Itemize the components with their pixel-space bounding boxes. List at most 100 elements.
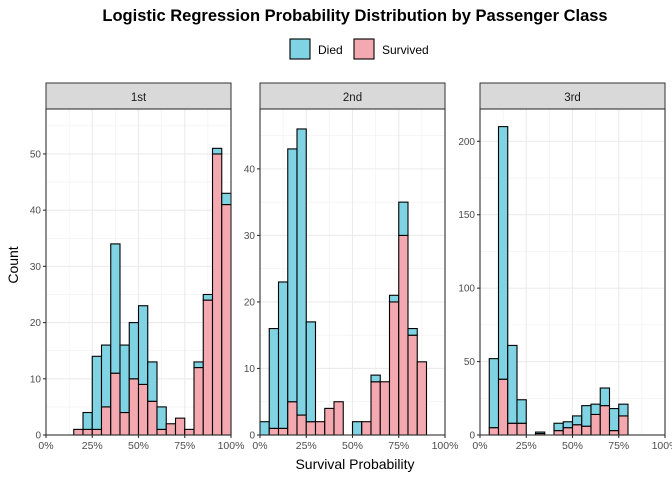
y-axis-label: Count [5, 246, 21, 283]
x-axis-label: Survival Probability [295, 456, 414, 472]
facet-strip-label: 3rd [564, 92, 581, 104]
x-tick-label: 75% [388, 440, 409, 452]
y-tick-label: 200 [458, 137, 475, 148]
x-tick-label: 100% [652, 440, 672, 452]
bar-died-bin-11 [147, 361, 158, 402]
y-tick-label: 40 [244, 164, 256, 175]
y-tick-label: 10 [30, 374, 42, 385]
x-tick-label: 50% [342, 440, 363, 452]
legend-key-survived [353, 38, 375, 60]
bar-survived-bin-14 [608, 430, 620, 436]
y-tick-label: 20 [244, 297, 256, 308]
bar-survived-bin-11 [361, 421, 372, 436]
bar-died-bin-3 [507, 344, 518, 424]
bar-died-bin-10 [137, 305, 149, 385]
bar-survived-bin-13 [379, 381, 391, 436]
bar-died-bin-12 [590, 403, 601, 415]
histogram-bars [73, 147, 232, 436]
y-tick-label: 150 [458, 210, 475, 221]
bar-survived-bin-4 [82, 428, 93, 436]
x-tick-label: 0% [252, 440, 267, 452]
bar-survived-bin-12 [370, 381, 381, 436]
bar-died-bin-8 [553, 422, 564, 432]
bar-survived-bin-13 [599, 405, 611, 436]
bar-died-bin-0 [259, 421, 270, 436]
bar-survived-bin-9 [562, 427, 574, 436]
bar-died-bin-4 [296, 128, 307, 416]
bar-survived-bin-16 [193, 367, 204, 436]
bar-died-bin-5 [305, 321, 317, 423]
bar-survived-bin-4 [516, 422, 527, 436]
bar-survived-bin-15 [184, 428, 195, 436]
bar-survived-bin-8 [553, 430, 564, 436]
legend-label-died: Died [318, 43, 343, 57]
bar-died-bin-3 [287, 148, 298, 403]
facet-strip-label: 1st [131, 92, 147, 104]
bar-survived-bin-3 [287, 401, 298, 436]
bar-died-bin-8 [119, 344, 130, 414]
bar-survived-bin-3 [507, 422, 518, 436]
bar-died-bin-15 [398, 201, 409, 236]
bar-survived-bin-18 [211, 153, 223, 436]
x-tick-label: 75% [608, 440, 629, 452]
bar-died-bin-11 [581, 405, 592, 427]
bar-survived-bin-10 [137, 383, 149, 436]
y-tick-label: 40 [30, 206, 42, 217]
bar-survived-bin-1 [268, 427, 280, 436]
bar-survived-bin-5 [91, 428, 103, 436]
bar-survived-bin-8 [333, 401, 344, 436]
y-tick-label: 0 [35, 431, 41, 442]
bar-died-bin-2 [497, 126, 509, 380]
bar-died-bin-14 [608, 408, 620, 432]
facet-strip [45, 82, 232, 110]
bar-died-bin-1 [488, 358, 500, 429]
bar-died-bin-4 [516, 399, 527, 424]
bar-survived-bin-15 [618, 415, 629, 436]
bar-died-bin-16 [193, 361, 204, 369]
bar-survived-bin-12 [156, 428, 167, 436]
bar-died-bin-13 [599, 387, 611, 407]
bar-died-bin-16 [407, 328, 418, 336]
bar-survived-bin-10 [571, 424, 583, 436]
bar-survived-bin-11 [581, 425, 592, 436]
x-tick-label: 0% [38, 440, 53, 452]
bar-survived-bin-7 [110, 372, 121, 436]
y-tick-label: 30 [244, 231, 256, 242]
histogram-bars [488, 126, 629, 436]
x-tick-label: 100% [218, 440, 245, 452]
x-tick-label: 75% [174, 440, 195, 452]
legend: Died Survived [289, 38, 429, 60]
bar-died-bin-10 [351, 421, 363, 436]
x-tick-label: 25% [82, 440, 103, 452]
bar-died-bin-15 [618, 403, 629, 417]
y-tick-label: 30 [30, 262, 42, 273]
facet-panel-3rd: 3rd 0 50 100 150 200 0% 25% 50% 75% 100% [458, 82, 672, 452]
bar-died-bin-6 [100, 344, 112, 408]
bar-died-bin-19 [221, 192, 232, 206]
bar-survived-bin-15 [398, 234, 409, 436]
bar-survived-bin-16 [407, 334, 418, 436]
bar-survived-bin-17 [202, 299, 214, 436]
bar-died-bin-7 [110, 243, 121, 374]
bar-survived-bin-2 [497, 378, 509, 436]
bar-survived-bin-8 [119, 411, 130, 436]
facet-strip [259, 82, 446, 110]
x-tick-label: 50% [562, 440, 583, 452]
bar-died-bin-4 [82, 411, 93, 430]
bar-survived-bin-14 [174, 417, 186, 436]
bar-survived-bin-6 [314, 421, 326, 436]
facet-panel-2nd: 2nd 0 10 20 30 40 0% 25% 50% 75% 100% [244, 82, 458, 452]
bar-died-bin-18 [211, 147, 223, 155]
bar-died-bin-2 [277, 281, 289, 429]
y-tick-label: 20 [30, 318, 42, 329]
bar-died-bin-14 [388, 294, 400, 303]
bar-survived-bin-5 [305, 421, 317, 436]
bar-survived-bin-9 [128, 378, 140, 436]
bar-died-bin-12 [156, 406, 167, 430]
y-tick-label: 100 [458, 284, 475, 295]
bar-died-bin-12 [370, 374, 381, 383]
x-tick-label: 50% [128, 440, 149, 452]
bar-died-bin-9 [128, 322, 140, 380]
histogram-bars [259, 128, 428, 436]
bar-died-bin-6 [534, 431, 546, 435]
